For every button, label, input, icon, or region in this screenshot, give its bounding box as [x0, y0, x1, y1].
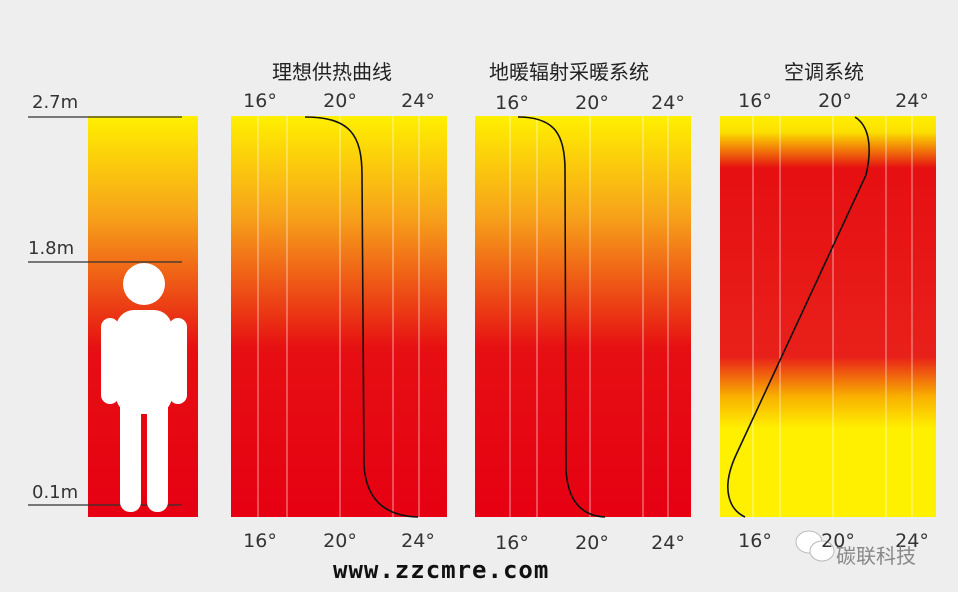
- tick-top: 16°: [243, 90, 277, 112]
- tick-bottom: 24°: [651, 532, 685, 554]
- height-label-0.1: 0.1m: [32, 482, 79, 503]
- height-label-2.7: 2.7m: [32, 92, 79, 113]
- tick-top: 24°: [651, 92, 685, 114]
- tick-top: 20°: [818, 90, 852, 112]
- panel-title-floor-heating: 地暖辐射采暖系统: [489, 60, 649, 84]
- tick-top: 16°: [738, 90, 772, 112]
- tick-bottom: 16°: [495, 532, 529, 554]
- tick-top: 24°: [401, 90, 435, 112]
- tick-bottom: 24°: [895, 530, 929, 552]
- curve-air-conditioning: [727, 116, 870, 518]
- panel-title-air-conditioning: 空调系统: [784, 60, 864, 84]
- brand-watermark: 碳联科技: [836, 544, 916, 568]
- panel-ideal: [231, 116, 447, 518]
- curve-ideal: [304, 116, 419, 518]
- tick-bottom: 20°: [323, 530, 357, 552]
- tick-top: 20°: [575, 92, 609, 114]
- height-label-1.8: 1.8m: [28, 238, 75, 259]
- tick-top: 16°: [495, 92, 529, 114]
- wechat-icon: [795, 530, 835, 562]
- curve-floor-heating: [517, 116, 606, 518]
- tick-top: 20°: [323, 90, 357, 112]
- person-icon: [101, 263, 187, 512]
- panel-title-ideal: 理想供热曲线: [272, 60, 392, 84]
- watermark-url: www.zzcmre.com: [333, 556, 550, 584]
- tick-bottom: 24°: [401, 530, 435, 552]
- tick-bottom: 16°: [738, 530, 772, 552]
- tick-bottom: 20°: [821, 530, 855, 552]
- tick-top: 24°: [895, 90, 929, 112]
- tick-bottom: 20°: [575, 532, 609, 554]
- panel-floor-heating: [475, 116, 691, 518]
- tick-bottom: 16°: [243, 530, 277, 552]
- panel-air-conditioning: [720, 116, 936, 518]
